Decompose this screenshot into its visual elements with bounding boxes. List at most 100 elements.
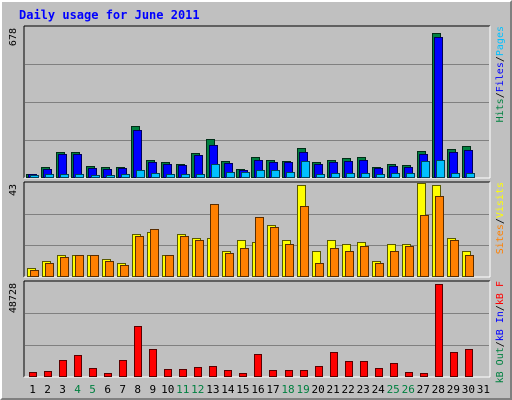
middle-panel-bar-sites: [330, 248, 339, 277]
top-panel-bar-pages: [211, 164, 220, 178]
x-tick-label: 24: [372, 383, 386, 396]
bottom-panel-bar-kb-f: [300, 370, 308, 377]
middle-panel-bar-sites: [255, 217, 264, 277]
bottom-panel-bar-kb-f: [375, 368, 383, 377]
middle-panel-legend-entry: Visits: [495, 182, 506, 218]
top-panel-bar-pages: [436, 160, 445, 178]
top-panel-bar-pages: [151, 173, 160, 178]
top-panel-legend-separator: /: [495, 56, 506, 62]
x-tick-label: 26: [402, 383, 415, 396]
x-tick-label: 2: [44, 383, 51, 396]
middle-panel-bar-sites: [270, 227, 279, 277]
middle-panel-bar-sites: [165, 255, 174, 277]
middle-panel-bar-sites: [225, 253, 234, 277]
top-panel-bar-pages: [30, 175, 39, 178]
bottom-panel-legend: kB Out/kB In/kB F: [495, 281, 506, 383]
x-tick-label: 14: [221, 383, 235, 396]
bottom-panel-legend-separator: /: [495, 305, 506, 311]
x-tick-label: 8: [134, 383, 141, 396]
top-panel-bar-pages: [166, 174, 175, 178]
top-panel-bar-pages: [376, 174, 385, 178]
middle-panel-bar-sites: [300, 206, 309, 277]
top-panel-bar-pages: [286, 172, 295, 178]
top-panel-bar-pages: [91, 175, 100, 178]
x-tick-label: 11: [176, 383, 189, 396]
top-panel-ymax-label: 678: [8, 28, 19, 46]
bottom-panel-bar-kb-f: [149, 349, 157, 377]
x-tick-label: 25: [387, 383, 400, 396]
bottom-panel-legend-separator: /: [495, 341, 506, 347]
top-panel-legend-entry: Hits: [495, 98, 506, 122]
x-tick-label: 17: [266, 383, 279, 396]
x-tick-label: 23: [357, 383, 370, 396]
bottom-panel-bar-kb-f: [285, 370, 293, 377]
x-tick-label: 7: [119, 383, 126, 396]
top-panel-bar-pages: [106, 175, 115, 178]
top-panel-bar-pages: [391, 173, 400, 178]
bottom-panel-bar-kb-f: [435, 284, 443, 377]
middle-panel-legend-entry: Sites: [495, 224, 506, 254]
bottom-panel-bar-kb-f: [44, 371, 52, 377]
bottom-panel-bar-kb-f: [405, 372, 413, 377]
top-panel-bar-pages: [181, 174, 190, 178]
middle-panel-bar-sites: [285, 244, 294, 277]
middle-panel-bar-sites: [465, 255, 474, 277]
bottom-panel-bar-kb-f: [239, 373, 247, 377]
top-panel-bar-pages: [271, 170, 280, 178]
bottom-panel-bar-kb-f: [465, 349, 473, 377]
bottom-panel-bar-kb-f: [164, 369, 172, 377]
middle-panel-bar-sites: [210, 204, 219, 277]
x-tick-label: 13: [206, 383, 219, 396]
bottom-panel-bar-kb-f: [59, 360, 67, 377]
bottom-panel: 48728 kB Out/kB In/kB F: [8, 280, 506, 383]
top-panel-bar-pages: [196, 174, 205, 178]
x-tick-label: 18: [281, 383, 294, 396]
middle-panel-bar-sites: [240, 248, 249, 277]
x-tick-label: 10: [161, 383, 174, 396]
x-tick-label: 4: [74, 383, 81, 396]
x-tick-label: 29: [447, 383, 460, 396]
top-panel-bar-pages: [466, 173, 475, 178]
bottom-panel-legend-entry: kB In: [495, 311, 506, 341]
top-panel-bar-pages: [346, 173, 355, 178]
top-panel-bar-pages: [75, 174, 84, 178]
middle-panel-bar-sites: [135, 236, 144, 277]
bottom-panel-legend-entry: kB Out: [495, 347, 506, 383]
top-panel-bar-pages: [331, 173, 340, 178]
middle-panel-bar-sites: [195, 240, 204, 277]
middle-panel-bar-sites: [435, 196, 444, 277]
bottom-panel-bar-kb-f: [315, 366, 323, 377]
middle-panel-bar-sites: [45, 263, 54, 277]
bottom-panel-bar-kb-f: [360, 361, 368, 377]
bottom-panel-bar-kb-f: [254, 354, 262, 377]
bottom-panel-ymax-label: 48728: [8, 283, 19, 313]
top-panel-bar-pages: [406, 173, 415, 178]
x-tick-label: 3: [59, 383, 66, 396]
bottom-panel-bar-kb-f: [224, 370, 232, 377]
middle-panel-bar-sites: [180, 236, 189, 277]
top-panel-bar-pages: [316, 174, 325, 178]
x-tick-label: 20: [311, 383, 324, 396]
bottom-panel-bar-kb-f: [89, 368, 97, 377]
bottom-panel-bar-kb-f: [29, 372, 37, 377]
middle-panel-bar-sites: [120, 265, 129, 277]
top-panel-legend-entry: Files: [495, 62, 506, 92]
bottom-panel-bar-kb-f: [134, 326, 142, 377]
x-tick-label: 22: [341, 383, 354, 396]
middle-panel-bar-sites: [30, 270, 39, 277]
middle-panel-bar-sites: [90, 255, 99, 277]
middle-panel: 43 Sites/Visits: [8, 181, 506, 278]
bottom-panel-bar-kb-f: [194, 367, 202, 377]
x-tick-label: 9: [149, 383, 156, 396]
x-tick-label: 31: [477, 383, 490, 396]
x-tick-label: 28: [432, 383, 445, 396]
top-panel-legend-entry: Pages: [495, 26, 506, 56]
middle-panel-legend: Sites/Visits: [495, 182, 506, 254]
bottom-panel-bar-kb-f: [420, 373, 428, 377]
bottom-panel-bar-kb-f: [330, 352, 338, 377]
top-panel-bar-pages: [60, 174, 69, 178]
middle-panel-bar-sites: [105, 261, 114, 277]
middle-panel-bar-sites: [450, 240, 459, 277]
bottom-panel-bar-kb-f: [345, 361, 353, 377]
